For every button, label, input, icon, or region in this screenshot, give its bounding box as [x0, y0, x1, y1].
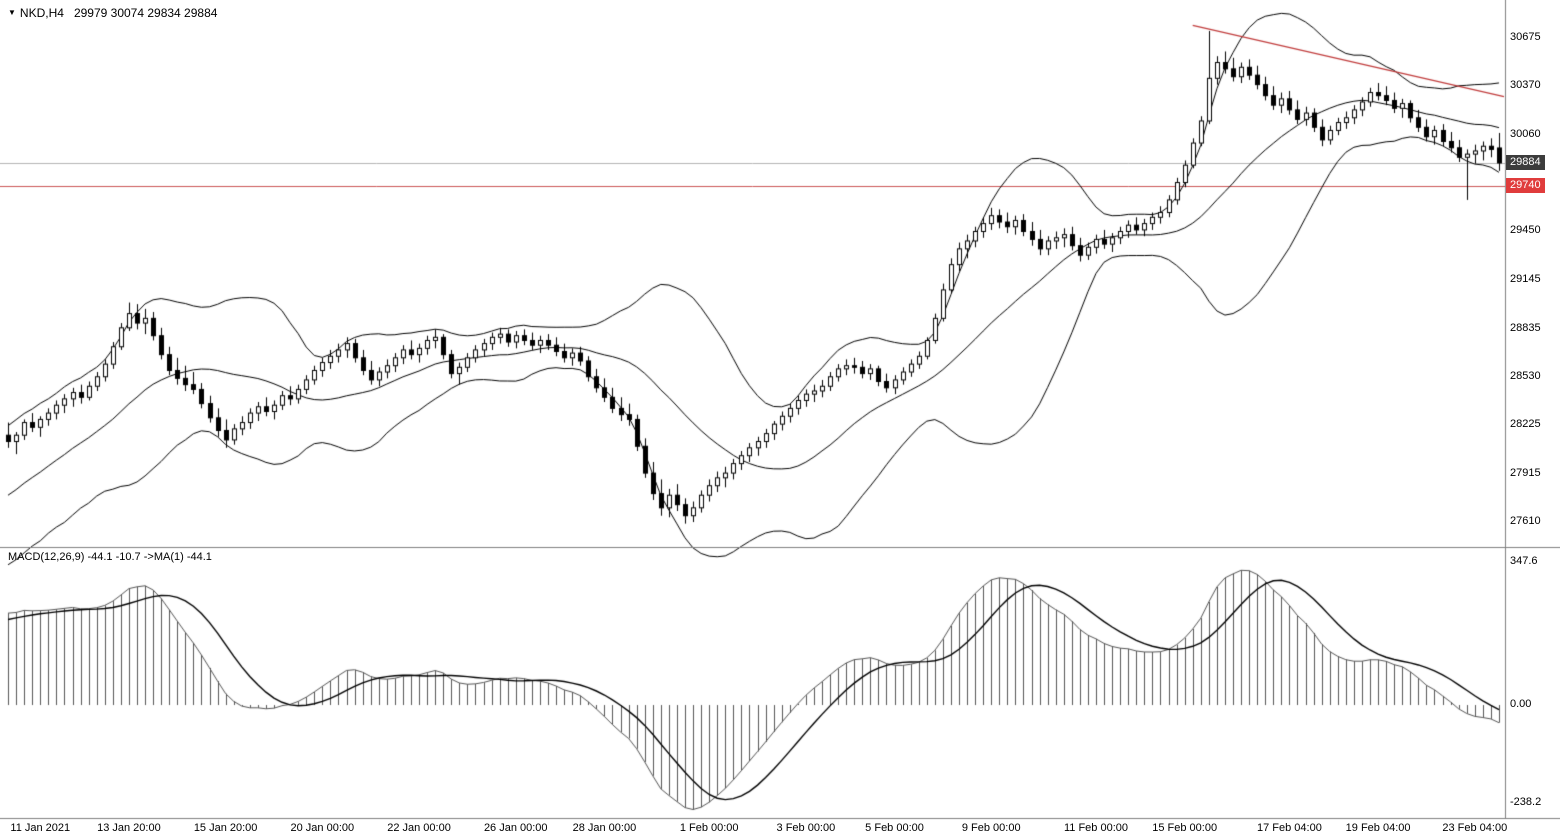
- time-axis-label: 20 Jan 00:00: [290, 822, 355, 834]
- chart-title: ▼ NKD,H4 29979 30074 29834 29884: [8, 6, 217, 20]
- price-axis[interactable]: [1506, 0, 1560, 818]
- price-axis-label: 30060: [1510, 128, 1541, 141]
- time-axis-label: 19 Feb 04:00: [1345, 822, 1411, 834]
- price-axis-label: 29450: [1510, 224, 1541, 237]
- main-chart-area[interactable]: [0, 0, 1505, 547]
- time-axis-label: 15 Feb 00:00: [1152, 822, 1218, 834]
- price-axis-label: 28530: [1510, 369, 1541, 382]
- price-axis-badge: 29884: [1506, 154, 1545, 170]
- time-axis-label: 17 Feb 04:00: [1257, 822, 1322, 834]
- price-axis-label: 27915: [1510, 466, 1541, 479]
- time-axis-label: 15 Jan 20:00: [193, 822, 258, 834]
- time-axis-label: 28 Jan 00:00: [572, 822, 637, 834]
- price-axis-badge: 29740: [1506, 177, 1545, 193]
- price-axis-label: 28835: [1510, 321, 1541, 334]
- price-axis-label: 30675: [1510, 31, 1541, 44]
- macd-axis-label: 0.00: [1510, 698, 1532, 711]
- symbol-ohlc: 29979 30074 29834 29884: [73, 6, 218, 20]
- price-axis-label: 30370: [1510, 79, 1541, 92]
- price-axis-label: 28225: [1510, 417, 1541, 430]
- symbol-marker-icon: ▼: [8, 8, 16, 17]
- time-axis-label: 13 Jan 20:00: [97, 822, 161, 834]
- time-axis-label: 22 Jan 00:00: [387, 822, 451, 834]
- macd-axis-label: -238.2: [1510, 796, 1542, 809]
- macd-axis-label: 347.6: [1510, 555, 1538, 568]
- macd-panel-area[interactable]: [0, 552, 1505, 812]
- time-axis-label: 23 Feb 04:00: [1442, 822, 1508, 834]
- time-axis-label: 11 Feb 00:00: [1063, 822, 1129, 834]
- price-axis-label: 27610: [1510, 515, 1541, 528]
- time-axis-label: 1 Feb 00:00: [679, 822, 739, 834]
- macd-indicator-label: MACD(12,26,9) -44.1 -10.7 ->MA(1) -44.1: [8, 551, 212, 563]
- time-axis-label: 26 Jan 00:00: [483, 822, 548, 834]
- symbol-name: NKD,H4: [19, 6, 64, 20]
- time-axis-label: 11 Jan 2021: [10, 822, 71, 834]
- time-axis-label: 9 Feb 00:00: [961, 822, 1021, 834]
- time-axis-label: 5 Feb 00:00: [865, 822, 924, 834]
- time-axis-label: 3 Feb 00:00: [776, 822, 836, 834]
- price-axis-label: 29145: [1510, 272, 1541, 285]
